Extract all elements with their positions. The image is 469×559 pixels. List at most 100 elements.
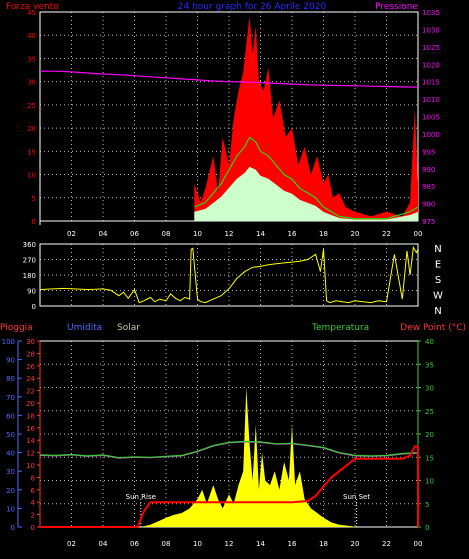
humidity-tick: 70 bbox=[6, 394, 15, 402]
rain-temp-chart: 0102030405060708090100024681012141618202… bbox=[0, 323, 466, 548]
chart1-right-tick: 1020 bbox=[422, 61, 440, 69]
compass-label: E bbox=[435, 260, 441, 271]
chart2-left-tick: 270 bbox=[23, 257, 36, 265]
chart1-right-tick: 1015 bbox=[422, 79, 440, 87]
temp-tick: 20 bbox=[425, 431, 434, 439]
temp-tick: 30 bbox=[425, 385, 434, 393]
humidity-tick: 20 bbox=[6, 487, 15, 495]
chart1-x-tick: 06 bbox=[130, 230, 139, 238]
chart1-right-tick: 990 bbox=[422, 166, 435, 174]
temp-tick: 5 bbox=[425, 501, 429, 509]
chart3-x-tick: 14 bbox=[256, 540, 265, 548]
rain-tick: 16 bbox=[26, 425, 35, 433]
rain-tick: 12 bbox=[26, 450, 35, 458]
compass-label: W bbox=[433, 291, 443, 302]
chart1-x-tick: 12 bbox=[225, 230, 234, 238]
chart2-left-tick: 360 bbox=[23, 241, 36, 249]
chart3-x-tick: 20 bbox=[351, 540, 360, 548]
rain-tick: 10 bbox=[26, 462, 35, 470]
chart1-left-tick: 35 bbox=[27, 55, 36, 63]
temp-tick: 35 bbox=[425, 361, 434, 369]
temp-tick: 25 bbox=[425, 408, 434, 416]
chart1-x-tick: 02 bbox=[67, 230, 76, 238]
temperature-line bbox=[39, 440, 419, 459]
chart1-right-tick: 1005 bbox=[422, 114, 440, 122]
chart3-x-tick: 02 bbox=[67, 540, 76, 548]
humidity-label: Umidita bbox=[67, 323, 102, 333]
humidity-tick: 60 bbox=[6, 412, 15, 420]
temp-tick: 10 bbox=[425, 478, 434, 486]
chart1-right-tick: 1030 bbox=[422, 26, 440, 34]
temperature-label: Temperatura bbox=[311, 323, 369, 333]
chart1-x-tick: 20 bbox=[351, 230, 360, 238]
sunset-label: Sun Set bbox=[343, 493, 370, 501]
humidity-tick: 0 bbox=[11, 524, 15, 532]
pressure-label: Pressione bbox=[375, 2, 418, 12]
chart2-left-tick: 90 bbox=[27, 288, 36, 296]
humidity-tick: 30 bbox=[6, 468, 15, 476]
chart1-x-tick: 04 bbox=[99, 230, 108, 238]
chart3-x-tick: 04 bbox=[99, 540, 108, 548]
chart1-left-tick: 0 bbox=[32, 218, 36, 226]
pressure-line bbox=[40, 70, 419, 88]
chart3-x-tick: 16 bbox=[288, 540, 297, 548]
chart3-x-tick: 08 bbox=[162, 540, 171, 548]
chart1-title: 24 hour graph for 26 Aprile 2020 bbox=[178, 2, 327, 12]
rain-tick: 24 bbox=[26, 375, 35, 383]
solar-area bbox=[140, 387, 357, 527]
direction-line bbox=[39, 245, 419, 304]
chart1-right-tick: 1035 bbox=[422, 9, 440, 17]
humidity-tick: 10 bbox=[6, 505, 15, 513]
sunrise-label: Sun Rise bbox=[126, 493, 156, 501]
rain-tick: 20 bbox=[26, 400, 35, 408]
chart1-left-tick: 25 bbox=[27, 102, 36, 110]
chart1-x-tick: 22 bbox=[382, 230, 391, 238]
chart1-right-tick: 980 bbox=[422, 201, 435, 209]
rain-tick: 4 bbox=[31, 499, 36, 507]
chart1-x-tick: 10 bbox=[193, 230, 202, 238]
rain-tick: 0 bbox=[31, 524, 35, 532]
solar-label: Solar bbox=[117, 323, 140, 333]
chart3-x-tick: 00 bbox=[414, 540, 423, 548]
chart1-right-tick: 1010 bbox=[422, 96, 440, 104]
humidity-tick: 40 bbox=[6, 450, 15, 458]
chart1-right-tick: 1000 bbox=[422, 131, 440, 139]
wind-force-label: Forza vento bbox=[6, 2, 59, 12]
temp-tick: 15 bbox=[425, 454, 434, 462]
chart2-left-tick: 180 bbox=[23, 272, 36, 280]
dewpoint-label: Dew Point (°C) bbox=[400, 323, 466, 333]
chart1-right-tick: 1025 bbox=[422, 44, 440, 52]
chart3-x-tick: 06 bbox=[130, 540, 139, 548]
chart1-right-tick: 995 bbox=[422, 148, 435, 156]
chart1-x-tick: 00 bbox=[414, 230, 423, 238]
chart1-left-tick: 10 bbox=[27, 172, 36, 180]
wind-pressure-chart: 0510152025303540459759809859909951000100… bbox=[6, 2, 440, 238]
chart1-x-tick: 18 bbox=[319, 230, 328, 238]
chart1-left-tick: 15 bbox=[27, 148, 36, 156]
chart1-x-tick: 16 bbox=[288, 230, 297, 238]
rain-tick: 18 bbox=[26, 412, 35, 420]
temp-tick: 40 bbox=[425, 338, 434, 346]
chart3-x-tick: 10 bbox=[193, 540, 202, 548]
chart3-x-tick: 12 bbox=[225, 540, 234, 548]
rain-tick: 28 bbox=[26, 350, 35, 358]
compass-label: N bbox=[434, 306, 441, 317]
compass-label: S bbox=[435, 275, 441, 286]
chart1-right-tick: 975 bbox=[422, 218, 435, 226]
rain-tick: 2 bbox=[31, 512, 35, 520]
rain-tick: 30 bbox=[26, 338, 35, 346]
rain-tick: 22 bbox=[26, 388, 35, 396]
rain-line bbox=[40, 445, 418, 528]
rain-tick: 8 bbox=[31, 474, 35, 482]
chart1-left-tick: 30 bbox=[27, 79, 36, 87]
chart1-right-tick: 985 bbox=[422, 183, 435, 191]
humidity-tick: 50 bbox=[6, 431, 15, 439]
humidity-tick: 80 bbox=[6, 375, 15, 383]
chart1-left-tick: 20 bbox=[27, 125, 36, 133]
rain-tick: 26 bbox=[26, 363, 35, 371]
humidity-tick: 100 bbox=[2, 338, 15, 346]
compass-label: N bbox=[434, 244, 441, 255]
humidity-tick: 90 bbox=[6, 357, 15, 365]
